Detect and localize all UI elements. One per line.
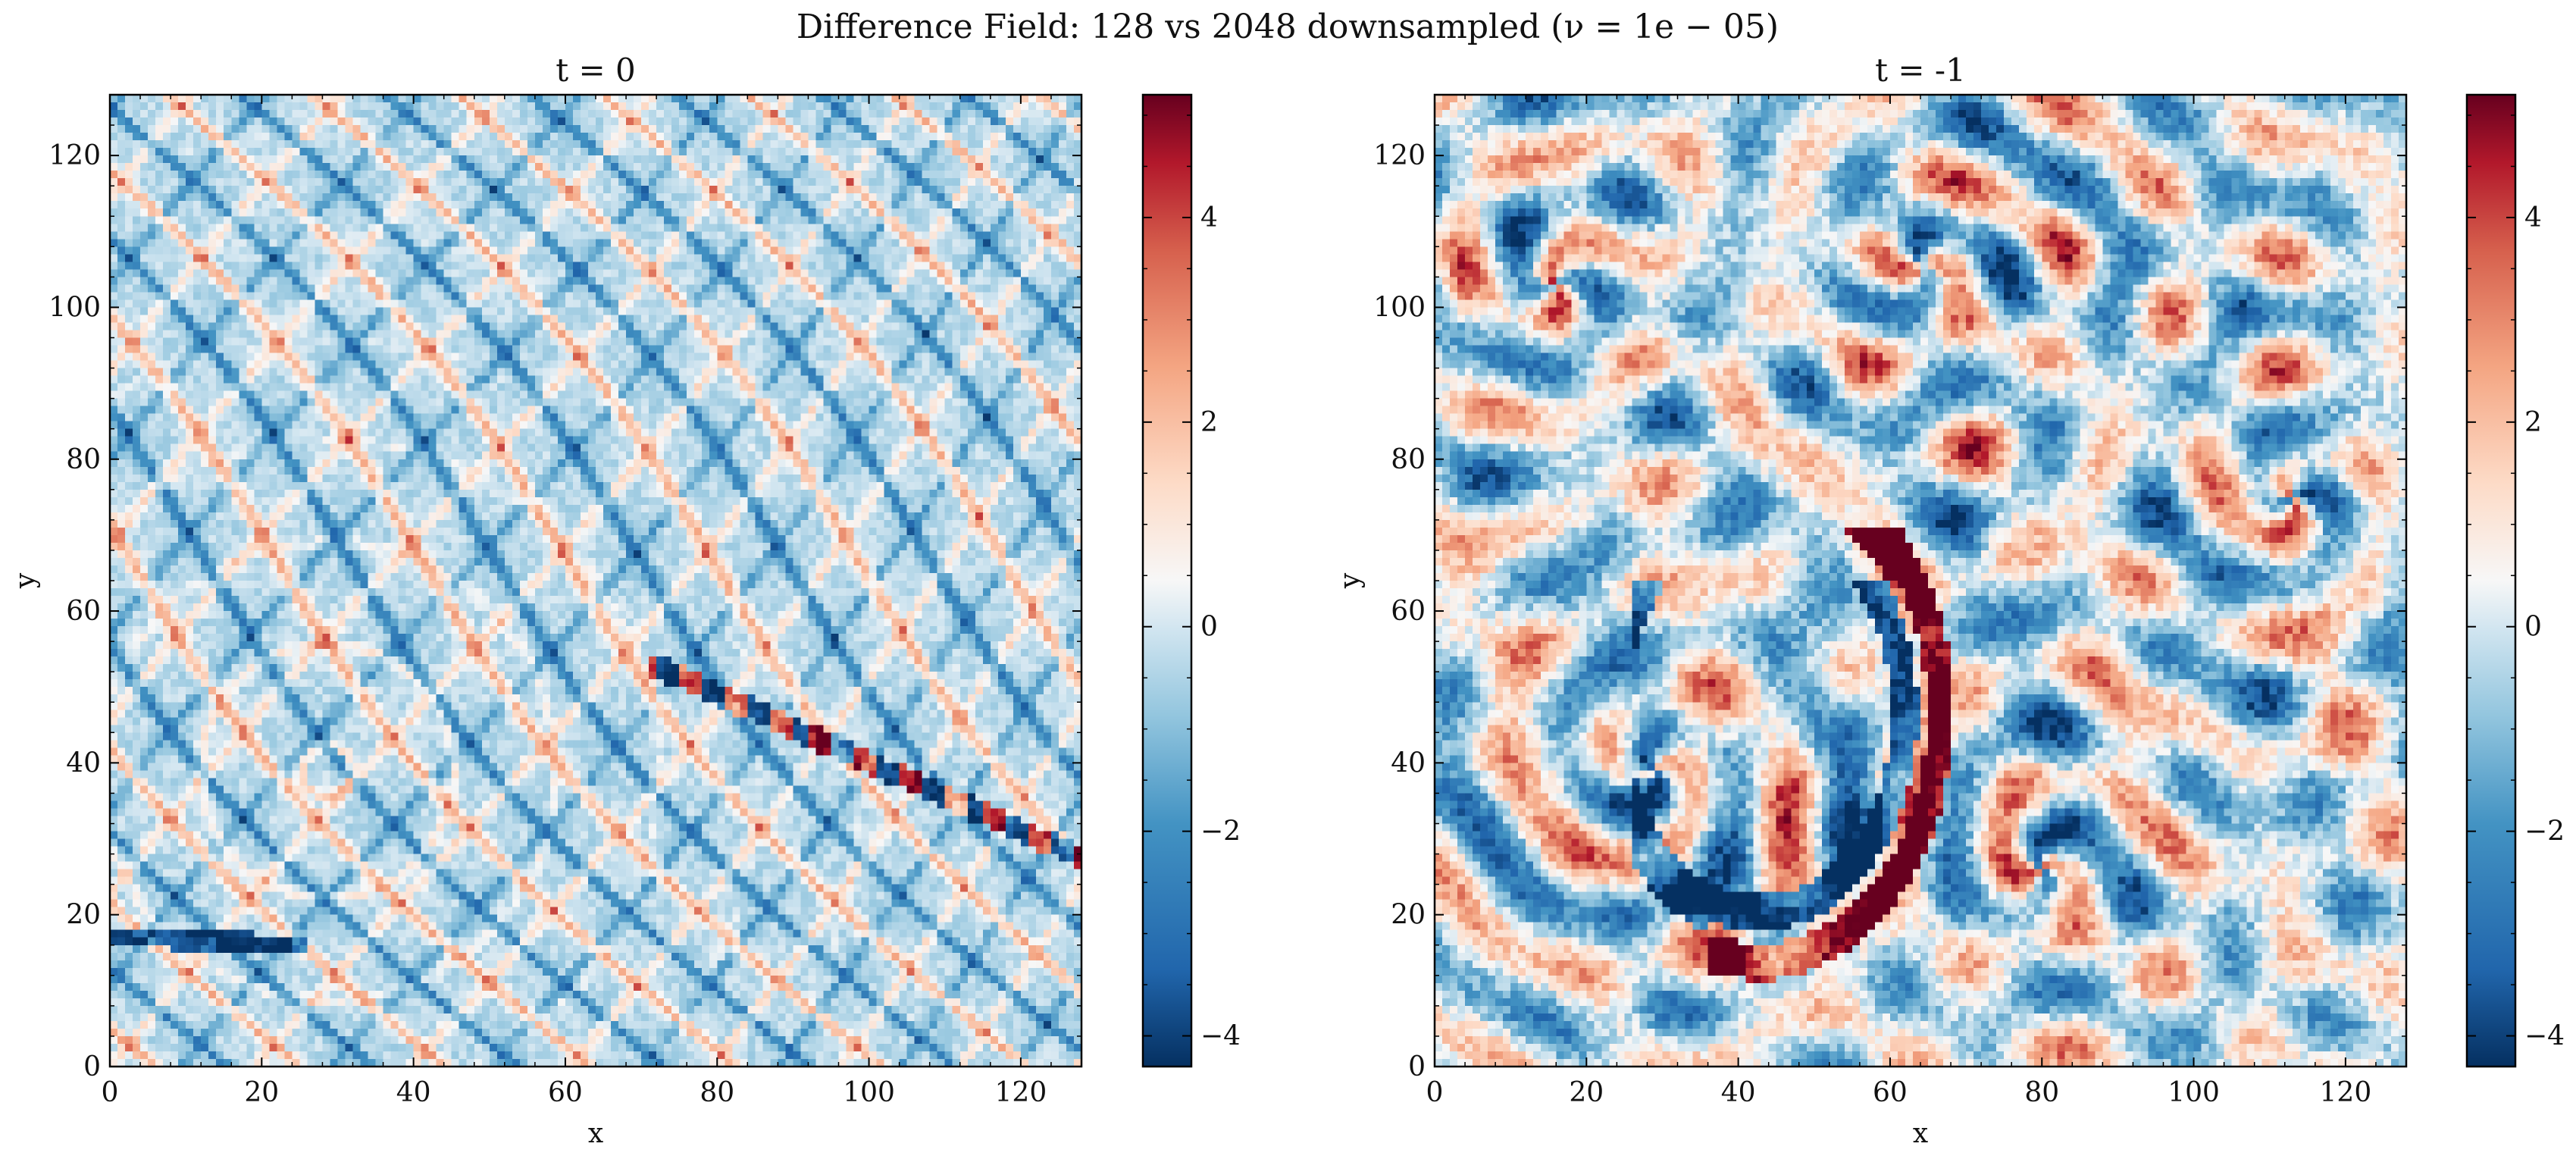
x-tick-label: 120 bbox=[2320, 1077, 2372, 1108]
colorbar-tick-label: −4 bbox=[2524, 1021, 2565, 1052]
colorbar-tick-label: −2 bbox=[2524, 816, 2565, 847]
x-tick-label: 0 bbox=[102, 1077, 119, 1108]
y-axis-label-1: y bbox=[10, 572, 41, 589]
x-tick-label: 120 bbox=[995, 1077, 1047, 1108]
y-tick-label: 120 bbox=[1373, 140, 1426, 171]
y-tick-label: 40 bbox=[1391, 747, 1426, 778]
colorbar-tick-label: 4 bbox=[2524, 202, 2542, 233]
y-tick-label: 80 bbox=[66, 444, 101, 475]
x-tick-label: 60 bbox=[1873, 1077, 1908, 1108]
colorbar-1 bbox=[1141, 93, 1193, 1068]
colorbar-tick-label: 4 bbox=[1200, 202, 1218, 233]
x-tick-label: 40 bbox=[396, 1077, 431, 1108]
colorbar-tick-label: 0 bbox=[2524, 612, 2542, 643]
panel-title-2: t = -1 bbox=[1875, 52, 1966, 89]
y-tick-label: 60 bbox=[66, 596, 101, 627]
plot-frame-1 bbox=[108, 93, 1083, 1068]
x-tick-label: 40 bbox=[1721, 1077, 1756, 1108]
y-tick-label: 0 bbox=[83, 1051, 101, 1082]
x-tick-label: 80 bbox=[700, 1077, 734, 1108]
x-tick-label: 20 bbox=[244, 1077, 279, 1108]
colorbar-tick-label: 0 bbox=[1200, 612, 1218, 643]
y-tick-label: 120 bbox=[49, 140, 101, 171]
x-tick-label: 60 bbox=[548, 1077, 583, 1108]
x-tick-label: 100 bbox=[843, 1077, 895, 1108]
y-axis-label-2: y bbox=[1335, 572, 1366, 589]
x-axis-label-2: x bbox=[1913, 1118, 1928, 1149]
y-tick-label: 40 bbox=[66, 747, 101, 778]
heatmap-field-1 bbox=[110, 95, 1081, 1067]
panel-title-1: t = 0 bbox=[556, 52, 636, 89]
y-tick-label: 20 bbox=[66, 900, 101, 931]
colorbar-tick-label: 2 bbox=[2524, 407, 2542, 438]
colorbar-tick-label: −2 bbox=[1200, 816, 1241, 847]
plot-frame-2 bbox=[1433, 93, 2408, 1068]
heatmap-field-2 bbox=[1435, 95, 2406, 1067]
y-tick-label: 100 bbox=[1373, 292, 1426, 323]
figure-title: Difference Field: 128 vs 2048 downsample… bbox=[797, 8, 1779, 46]
y-tick-label: 80 bbox=[1391, 444, 1426, 475]
y-tick-label: 0 bbox=[1408, 1051, 1426, 1082]
colorbar-2 bbox=[2465, 93, 2517, 1068]
x-axis-label-1: x bbox=[588, 1118, 603, 1149]
x-tick-label: 100 bbox=[2168, 1077, 2220, 1108]
y-tick-label: 20 bbox=[1391, 900, 1426, 931]
x-tick-label: 80 bbox=[2024, 1077, 2059, 1108]
x-tick-label: 20 bbox=[1569, 1077, 1604, 1108]
y-tick-label: 60 bbox=[1391, 596, 1426, 627]
colorbar-tick-label: −4 bbox=[1200, 1021, 1241, 1052]
x-tick-label: 0 bbox=[1426, 1077, 1444, 1108]
y-tick-label: 100 bbox=[49, 292, 101, 323]
colorbar-tick-label: 2 bbox=[1200, 407, 1218, 438]
